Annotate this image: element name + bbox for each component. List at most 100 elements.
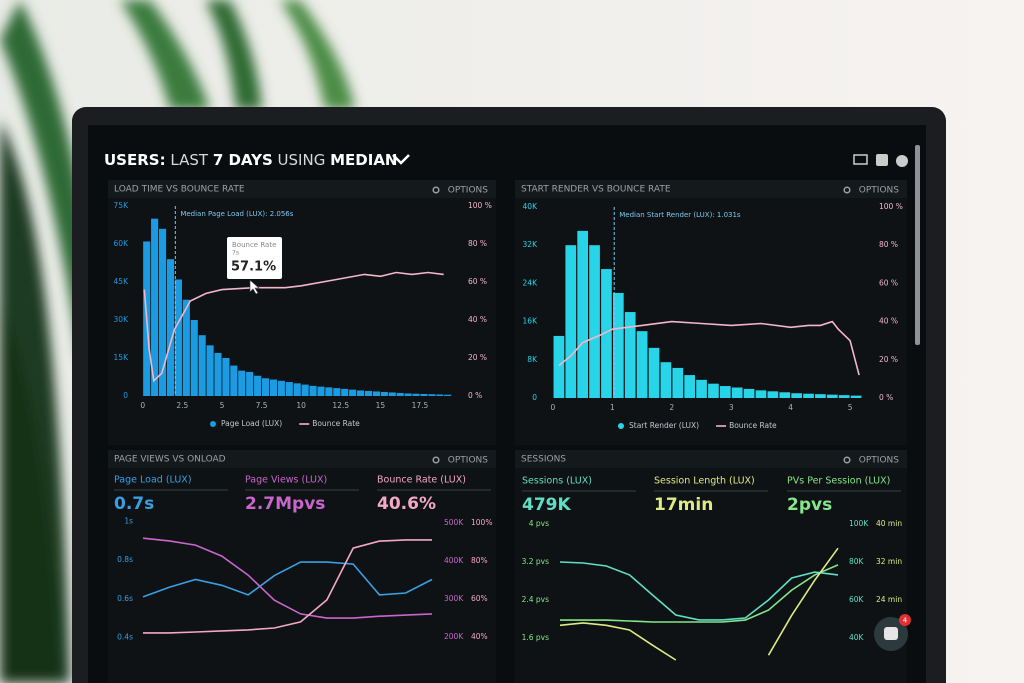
- tick-label: 8K: [527, 355, 538, 364]
- tooltip-label: Bounce Rate: [232, 241, 276, 249]
- bar: [222, 358, 230, 396]
- tick-label: 4 pvs: [529, 519, 549, 528]
- tick-label: 80 %: [879, 240, 898, 249]
- tick-label: 24 min: [876, 595, 902, 604]
- bar: [779, 392, 791, 398]
- bar: [826, 394, 838, 398]
- x-tick-label: 17.5: [412, 401, 429, 410]
- metric-value: 40.6%: [377, 494, 436, 514]
- bar: [755, 390, 767, 398]
- bar: [428, 394, 436, 396]
- line: [559, 547, 839, 661]
- monitor-icon[interactable]: [853, 154, 868, 165]
- bar: [412, 393, 420, 396]
- tick-label: 20 %: [468, 353, 487, 362]
- x-tick-label: 0: [551, 403, 556, 412]
- tick-label: 80 %: [468, 239, 487, 248]
- x-tick-label: 5: [848, 403, 853, 412]
- tick-label: 0 %: [468, 391, 482, 400]
- legend-label[interactable]: Bounce Rate: [729, 421, 777, 430]
- bar: [151, 218, 159, 396]
- bar: [214, 352, 222, 396]
- x-tick-label: 12.5: [332, 401, 349, 410]
- bar: [269, 379, 278, 396]
- x-tick-label: 7.5: [256, 401, 268, 410]
- x-tick-label: 1: [610, 403, 615, 412]
- line: [560, 564, 839, 623]
- tick-label: 60K: [114, 239, 130, 248]
- panel-title: SESSIONS: [521, 455, 566, 465]
- tick-label: 1.6 pvs: [522, 633, 550, 642]
- metric-value: 17min: [654, 495, 713, 515]
- legend-label[interactable]: Bounce Rate: [312, 419, 360, 428]
- tooltip: Bounce Rate 7s 57.1%: [227, 237, 282, 295]
- tick-label: 30K: [114, 315, 130, 324]
- tick-label: 500K: [444, 518, 464, 527]
- tick-label: 0.6s: [117, 594, 133, 603]
- panel-header: [108, 450, 496, 468]
- leaf: [120, 0, 210, 110]
- tick-label: 75K: [114, 201, 130, 210]
- tooltip-value: 57.1%: [231, 260, 276, 275]
- bar: [388, 392, 396, 396]
- bar: [648, 347, 660, 398]
- options-button[interactable]: OPTIONS: [448, 186, 488, 196]
- bar: [553, 335, 565, 398]
- bar: [684, 375, 696, 398]
- options-icon: [432, 186, 440, 194]
- bar: [190, 320, 198, 396]
- bar: [815, 394, 826, 398]
- bar: [850, 395, 862, 398]
- tick-label: 100K: [849, 519, 869, 528]
- bar: [341, 388, 349, 396]
- bar: [166, 259, 175, 396]
- line: [558, 320, 860, 376]
- legend-swatch: [618, 423, 624, 429]
- dropdown-icon[interactable]: [392, 154, 410, 165]
- title-part: MEDIAN: [330, 151, 397, 169]
- bar: [767, 391, 779, 398]
- legend-label[interactable]: Page Load (LUX): [221, 419, 282, 428]
- x-tick-label: 15: [376, 401, 386, 410]
- metric-value: 0.7s: [114, 494, 154, 514]
- bar: [565, 245, 577, 398]
- median-label: Median Start Render (LUX): 1.031s: [619, 211, 741, 219]
- bar: [420, 393, 428, 396]
- metric-value: 2pvs: [787, 495, 832, 515]
- tick-label: 80%: [471, 556, 488, 565]
- chat-widget[interactable]: 4: [874, 614, 911, 651]
- bar: [254, 375, 262, 396]
- scrollbar[interactable]: [915, 145, 920, 345]
- tick-label: 60 %: [468, 277, 487, 286]
- bar: [174, 279, 182, 396]
- legend-swatch: [210, 421, 216, 427]
- tick-label: 2.4 pvs: [522, 595, 550, 604]
- options-button[interactable]: OPTIONS: [859, 456, 899, 466]
- bar: [357, 390, 365, 396]
- bar: [285, 382, 293, 396]
- title-part: USERS:: [104, 151, 166, 169]
- legend-label[interactable]: Start Render (LUX): [629, 421, 699, 430]
- bar: [301, 384, 309, 396]
- share-icon[interactable]: [876, 154, 888, 166]
- panel-title: START RENDER VS BOUNCE RATE: [521, 185, 671, 195]
- tick-label: 40K: [849, 633, 865, 642]
- tick-label: 300K: [444, 594, 464, 603]
- tick-label: 40 %: [468, 315, 487, 324]
- tick-label: 45K: [114, 277, 130, 286]
- options-icon: [432, 456, 440, 464]
- bar: [589, 245, 600, 398]
- options-button[interactable]: OPTIONS: [859, 186, 899, 196]
- leaf: [205, 0, 262, 110]
- line: [143, 539, 432, 634]
- line: [559, 561, 839, 621]
- bar: [206, 345, 214, 396]
- bar: [349, 389, 357, 396]
- line: [142, 537, 433, 619]
- bar: [708, 383, 719, 398]
- dashboard-title[interactable]: USERS: LAST 7 DAYS USING MEDIAN: [104, 151, 397, 169]
- help-icon[interactable]: [896, 155, 908, 167]
- options-button[interactable]: OPTIONS: [448, 456, 488, 466]
- leaf: [0, 300, 60, 683]
